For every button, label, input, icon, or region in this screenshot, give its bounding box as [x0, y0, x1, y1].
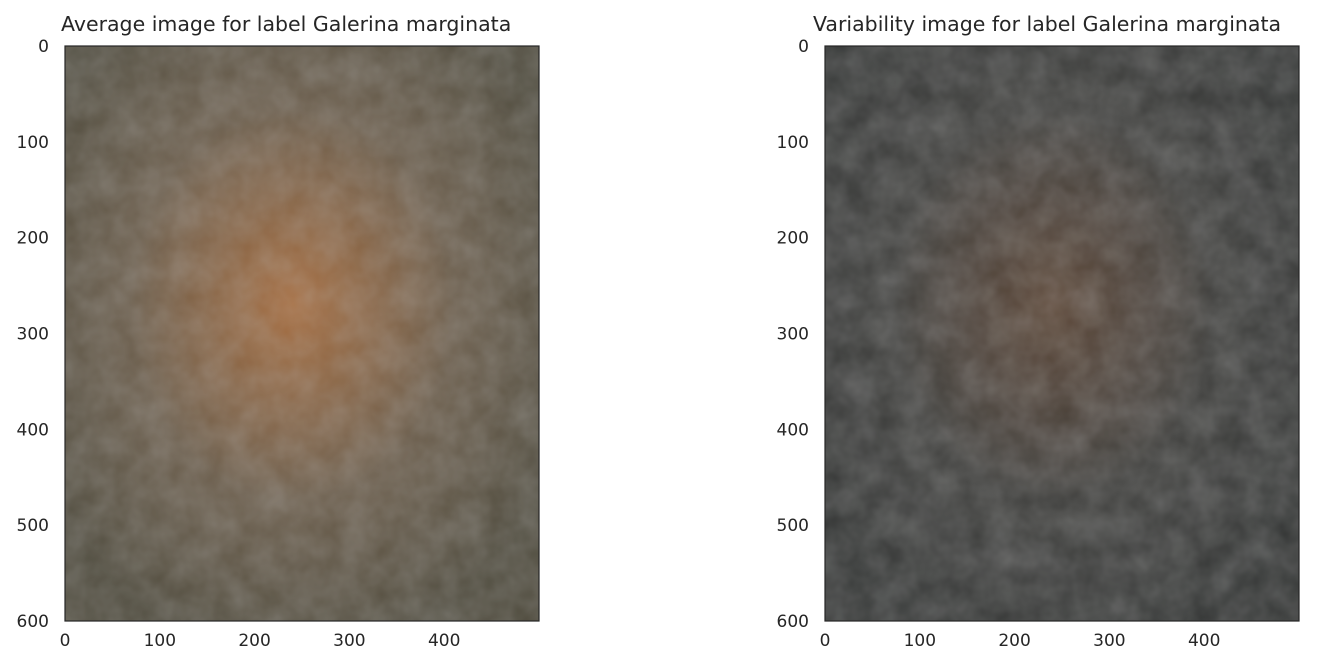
y-tick-label: 100: [777, 133, 809, 153]
y-tick-label: 300: [17, 325, 49, 345]
variability-image-plot: 0 100 200 300 400 0 100 200 300 400 500 600: [777, 37, 1300, 651]
average-image-plot: 0 100 200 300 400 0 100 200 300 400 500 600: [17, 37, 540, 651]
average-image-panel: Average image for label Galerina margina…: [0, 0, 600, 671]
image-texture: [65, 46, 539, 621]
y-tick-label: 200: [777, 229, 809, 249]
x-tick-label: 100: [144, 631, 176, 651]
y-tick-label: 500: [777, 516, 809, 536]
y-tick-label: 300: [777, 325, 809, 345]
image-texture: [825, 46, 1299, 621]
y-tick-label: 400: [777, 420, 809, 440]
x-tick-label: 0: [60, 631, 71, 651]
variability-image-title: Variability image for label Galerina mar…: [813, 12, 1282, 36]
x-tick-label: 300: [333, 631, 365, 651]
x-tick-label: 300: [1093, 631, 1125, 651]
y-tick-label: 600: [777, 612, 809, 632]
y-tick-label: 100: [17, 133, 49, 153]
y-tick-label: 0: [798, 37, 809, 57]
y-tick-label: 500: [17, 516, 49, 536]
y-tick-label: 200: [17, 229, 49, 249]
y-tick-label: 400: [17, 420, 49, 440]
x-tick-label: 200: [998, 631, 1030, 651]
axes-frame: [64, 45, 540, 622]
y-tick-label: 0: [38, 37, 49, 57]
x-tick-label: 100: [904, 631, 936, 651]
x-tick-label: 0: [820, 631, 831, 651]
x-tick-label: 200: [238, 631, 270, 651]
y-tick-label: 600: [17, 612, 49, 632]
x-tick-label: 400: [428, 631, 460, 651]
variability-image-panel: Variability image for label Galerina mar…: [760, 0, 1326, 671]
axes-frame: [824, 45, 1300, 622]
average-image-title: Average image for label Galerina margina…: [61, 12, 512, 36]
x-tick-label: 400: [1188, 631, 1220, 651]
